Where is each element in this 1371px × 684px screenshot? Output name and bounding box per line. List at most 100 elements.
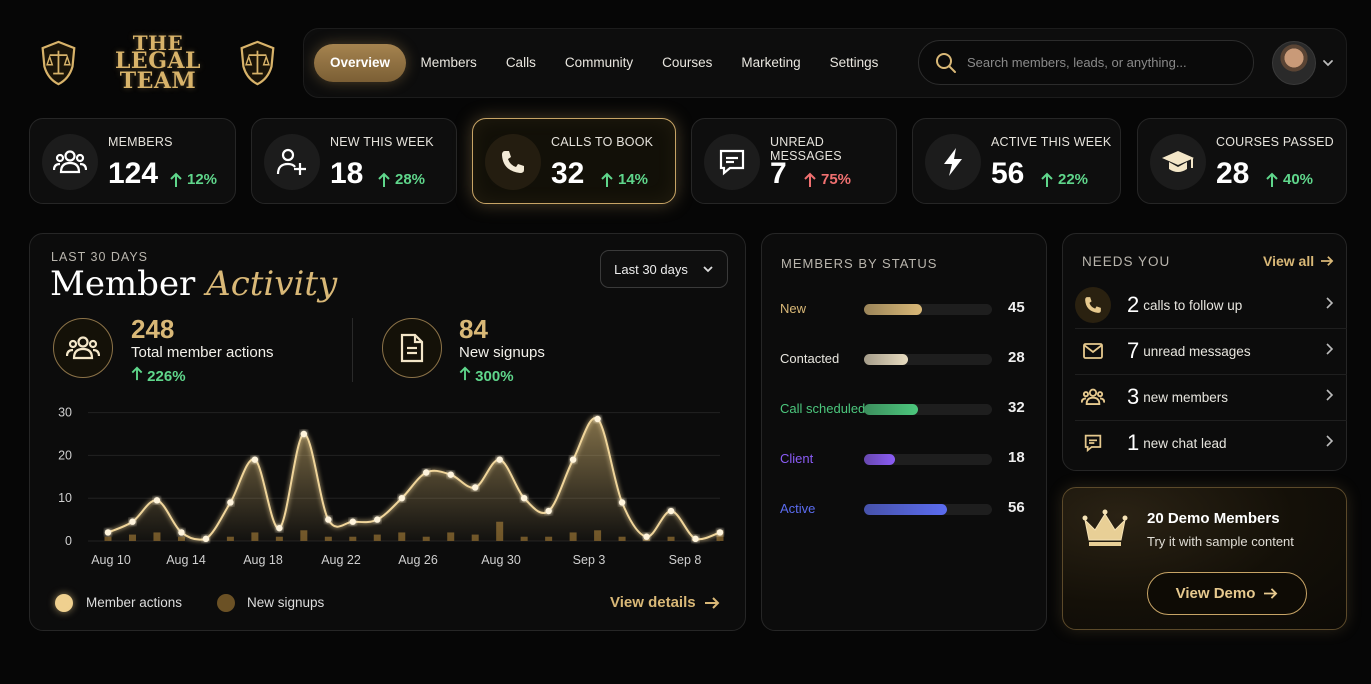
scales-shield-icon — [41, 40, 76, 86]
divider — [1075, 328, 1347, 329]
member-actions-point — [398, 494, 405, 502]
arrow-up-icon — [804, 172, 816, 187]
view-demo-button[interactable]: View Demo — [1147, 572, 1307, 615]
stat-label: UNREAD MESSAGES — [770, 135, 842, 163]
status-value: 32 — [1008, 399, 1025, 416]
status-value: 28 — [1008, 349, 1025, 366]
chevron-down-icon[interactable] — [1321, 56, 1335, 70]
x-tick-label: Aug 22 — [321, 553, 361, 567]
stat-value: 18 — [330, 157, 364, 190]
activity-eyebrow: LAST 30 DAYS — [51, 250, 148, 264]
nav-community[interactable]: Community — [564, 55, 634, 70]
arrow-up-icon — [459, 366, 471, 381]
need-text: calls to follow up — [1143, 297, 1243, 313]
legend-swatch-member-actions — [55, 594, 73, 612]
member-actions-point — [349, 518, 356, 525]
stat-card-new-this-week[interactable]: NEW THIS WEEK 18 28% — [251, 118, 457, 204]
chevron-right-icon — [1326, 297, 1334, 309]
arrow-right-icon — [1321, 256, 1334, 266]
x-tick-label: Aug 26 — [398, 553, 438, 567]
stat-label: MEMBERS — [108, 135, 173, 149]
member-actions-point — [300, 430, 308, 438]
activity-title: Member Activity — [50, 264, 337, 304]
demo-subtitle: Try it with sample content — [1147, 534, 1294, 549]
status-bar-fill — [864, 454, 895, 465]
stat-change: 28% — [378, 171, 425, 188]
status-row: Active 56 — [780, 499, 1030, 519]
member-actions-point — [276, 524, 283, 532]
nav-marketing[interactable]: Marketing — [741, 55, 801, 70]
needs-you-title: NEEDS YOU — [1082, 254, 1171, 269]
member-actions-point — [545, 507, 552, 515]
demo-title: 20 Demo Members — [1147, 510, 1280, 527]
nav-courses[interactable]: Courses — [662, 55, 713, 70]
status-bar-fill — [864, 354, 908, 365]
member-actions-line — [107, 417, 721, 541]
stat-card-members[interactable]: MEMBERS 124 12% — [29, 118, 236, 204]
stat-label: COURSES PASSED — [1216, 135, 1334, 149]
nav-settings[interactable]: Settings — [829, 55, 879, 70]
x-tick-label: Aug 30 — [481, 553, 521, 567]
chevron-right-icon — [1326, 343, 1334, 355]
crown-icon — [1082, 509, 1128, 546]
member-actions-point — [129, 518, 136, 525]
view-all-link[interactable]: View all — [1263, 253, 1334, 269]
y-tick-label: 20 — [58, 448, 72, 462]
stat-card-unread-messages[interactable]: UNREAD MESSAGES 7 75% — [691, 118, 897, 204]
arrow-up-icon — [601, 172, 613, 187]
stat-card-courses-passed[interactable]: COURSES PASSED 28 40% — [1137, 118, 1347, 204]
status-bar-fill — [864, 304, 922, 315]
stat-change: 14% — [601, 171, 648, 188]
status-label: Contacted — [780, 351, 840, 366]
need-item-messages[interactable]: 7 unread messages — [1075, 329, 1347, 373]
stat-card-calls-to-book[interactable]: CALLS TO BOOK 32 14% — [472, 118, 676, 204]
arrow-up-icon — [131, 366, 143, 381]
member-actions-point — [520, 494, 528, 502]
date-range-select[interactable]: Last 30 days — [600, 250, 728, 288]
status-value: 18 — [1008, 449, 1025, 466]
demo-members-card: 20 Demo Members Try it with sample conte… — [1062, 487, 1347, 630]
nav-calls[interactable]: Calls — [505, 55, 536, 70]
kpi-total-actions-change: 226% — [131, 366, 186, 385]
nav-overview[interactable]: Overview — [314, 44, 407, 82]
view-details-link[interactable]: View details — [610, 594, 720, 611]
activity-title-italic: Activity — [206, 264, 338, 304]
stat-change: 22% — [1041, 171, 1088, 188]
arrow-up-icon — [170, 172, 182, 187]
member-actions-point — [178, 529, 185, 536]
stat-change-value: 14% — [618, 171, 649, 188]
member-actions-point — [251, 456, 259, 463]
member-actions-point — [618, 499, 626, 506]
need-item-calls[interactable]: 2 calls to follow up — [1075, 283, 1347, 327]
arrow-right-icon — [1264, 588, 1278, 599]
need-count: 1 — [1127, 430, 1140, 455]
kpi-total-actions-value: 248 — [131, 314, 175, 344]
nav-members[interactable]: Members — [420, 55, 477, 70]
divider — [1075, 420, 1347, 421]
brand-line-1: THE — [132, 31, 184, 56]
stat-change: 12% — [170, 171, 217, 188]
member-actions-point — [447, 471, 454, 478]
need-item-chat-lead[interactable]: 1 new chat lead — [1075, 421, 1347, 465]
graduation-cap-icon — [1150, 134, 1206, 190]
stat-change-value: 22% — [1058, 171, 1089, 188]
stat-card-active-this-week[interactable]: ACTIVE THIS WEEK 56 22% — [912, 118, 1121, 204]
arrow-up-icon — [1041, 172, 1053, 187]
status-label: Client — [780, 451, 814, 466]
search-icon — [936, 52, 956, 73]
search-box[interactable] — [918, 40, 1254, 85]
brand-logo[interactable]: THE LEGAL TEAM — [40, 31, 276, 92]
kpi-divider — [352, 318, 353, 382]
chevron-right-icon — [1326, 435, 1334, 447]
search-input[interactable] — [967, 55, 1227, 70]
arrow-up-icon — [1266, 172, 1278, 187]
need-item-members[interactable]: 3 new members — [1075, 375, 1347, 419]
member-actions-point — [667, 507, 675, 515]
need-count: 3 — [1127, 384, 1140, 409]
status-value: 45 — [1008, 299, 1025, 316]
stat-change: 75% — [804, 171, 851, 188]
add-user-icon — [264, 134, 320, 190]
need-text: new members — [1143, 389, 1229, 405]
status-bar-track — [864, 404, 992, 415]
avatar[interactable] — [1272, 41, 1316, 85]
